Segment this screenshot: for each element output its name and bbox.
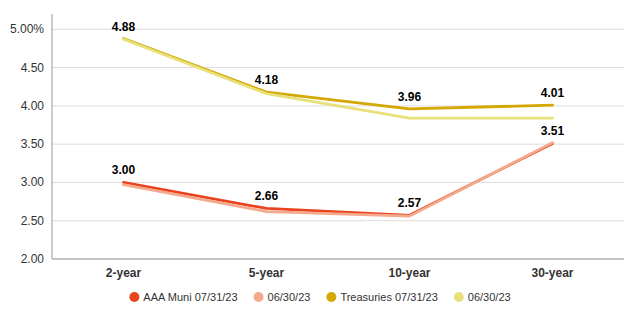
y-tick-label: 2.50 bbox=[21, 214, 45, 228]
data-label: 4.01 bbox=[541, 86, 565, 100]
x-tick-label: 5-year bbox=[249, 266, 285, 280]
y-tick-label: 4.50 bbox=[21, 61, 45, 75]
legend-label: 06/30/23 bbox=[468, 291, 511, 303]
data-label: 2.57 bbox=[398, 196, 422, 210]
legend-label: 06/30/23 bbox=[268, 291, 311, 303]
x-tick-label: 30-year bbox=[531, 266, 573, 280]
legend-swatch bbox=[129, 292, 139, 302]
legend-item: AAA Muni 07/31/23 bbox=[129, 291, 237, 303]
legend: AAA Muni 07/31/23 06/30/23 Treasuries 07/3… bbox=[129, 291, 510, 303]
series-line bbox=[124, 143, 553, 217]
x-tick-label: 10-year bbox=[388, 266, 430, 280]
y-tick-label: 3.50 bbox=[21, 137, 45, 151]
grid-line bbox=[52, 29, 624, 30]
x-tick-label: 2-year bbox=[106, 266, 142, 280]
y-tick-label: 4.00 bbox=[21, 99, 45, 113]
y-axis-line bbox=[52, 14, 53, 259]
y-tick-label: 2.00 bbox=[21, 252, 45, 266]
data-label: 4.88 bbox=[112, 20, 136, 34]
legend-swatch bbox=[254, 292, 264, 302]
grid-line bbox=[52, 182, 624, 183]
grid-line bbox=[52, 220, 624, 221]
legend-swatch bbox=[326, 292, 336, 302]
data-label: 3.96 bbox=[398, 90, 422, 104]
grid-line bbox=[52, 67, 624, 68]
series-line bbox=[124, 143, 553, 215]
series-line bbox=[124, 39, 553, 118]
data-label: 3.00 bbox=[112, 163, 136, 177]
legend-item: 06/30/23 bbox=[454, 291, 511, 303]
legend-label: Treasuries 07/31/23 bbox=[340, 291, 437, 303]
series-line bbox=[124, 39, 553, 109]
grid-line bbox=[52, 259, 624, 260]
chart: 2.00 2.50 3.00 3.50 4.00 4.50 5.00% 2-year 5-yea… bbox=[0, 0, 640, 317]
data-label: 4.18 bbox=[255, 73, 279, 87]
y-tick-label: 3.00 bbox=[21, 175, 45, 189]
lines bbox=[124, 39, 553, 217]
grid bbox=[52, 29, 624, 259]
legend-swatch bbox=[454, 292, 464, 302]
legend-label: AAA Muni 07/31/23 bbox=[143, 291, 237, 303]
grid-line bbox=[52, 144, 624, 145]
legend-item: 06/30/23 bbox=[254, 291, 311, 303]
legend-item: Treasuries 07/31/23 bbox=[326, 291, 437, 303]
data-label: 2.66 bbox=[255, 189, 279, 203]
y-tick-label: 5.00% bbox=[10, 22, 44, 36]
x-axis-line bbox=[52, 259, 624, 260]
data-label: 3.51 bbox=[541, 124, 565, 138]
